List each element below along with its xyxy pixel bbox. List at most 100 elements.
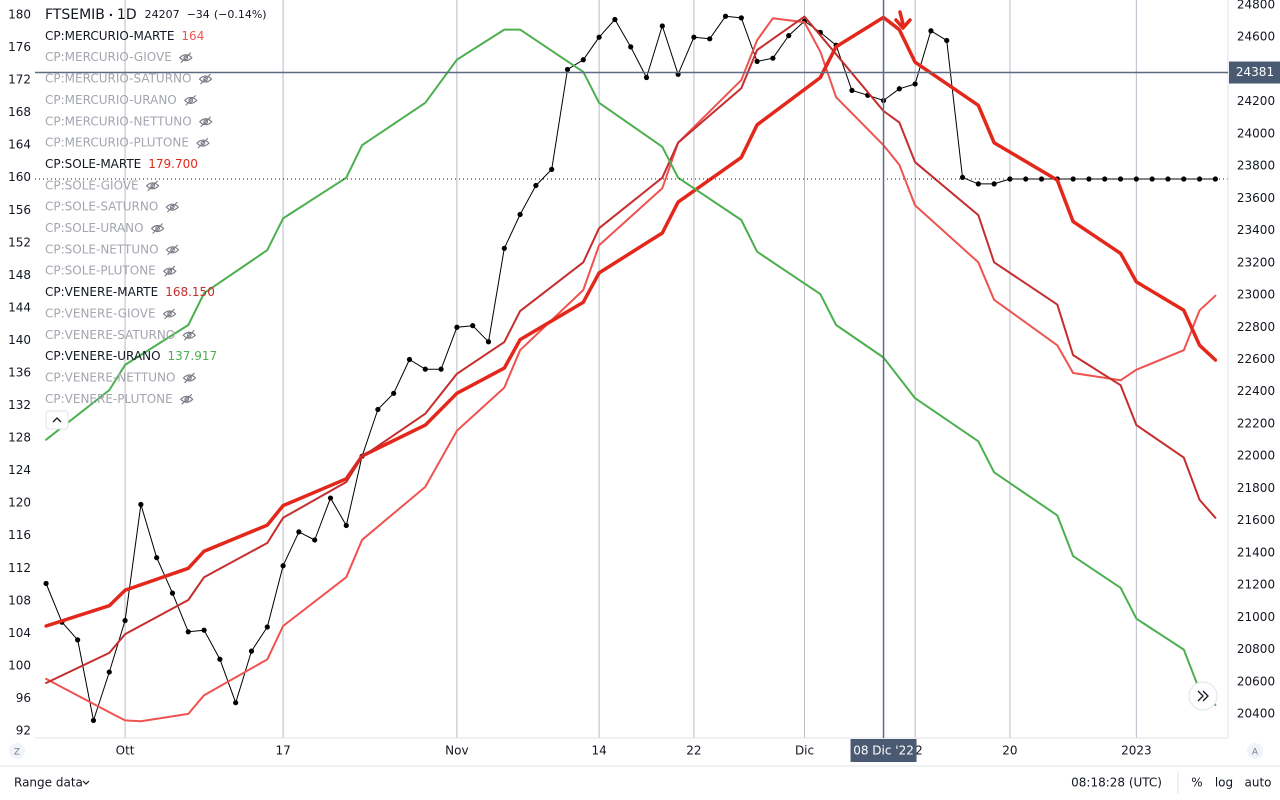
legend-entry[interactable]: CP:SOLE-URANO: [45, 221, 144, 235]
visibility-icon-slash[interactable]: [200, 116, 212, 128]
visibility-icon-pupil[interactable]: [155, 226, 160, 231]
legend-entry[interactable]: CP:VENERE-PLUTONE: [45, 392, 173, 406]
series-point: [612, 16, 618, 23]
collapse-button-box[interactable]: [45, 410, 69, 430]
visibility-icon-pupil[interactable]: [150, 183, 155, 189]
series-point: [959, 174, 966, 181]
legend-entry[interactable]: CP:MERCURIO-PLUTONE: [45, 136, 189, 150]
corner-right-label[interactable]: A: [1252, 748, 1259, 758]
legend-entry[interactable]: CP:MERCURIO-URANO: [45, 93, 177, 107]
auto-button[interactable]: auto: [1244, 776, 1271, 790]
legend-entry[interactable]: CP:VENERE-URANO: [45, 349, 161, 363]
legend-entry[interactable]: CP:VENERE-MARTE: [45, 285, 158, 299]
y2-tick-label: 22400: [1237, 384, 1275, 398]
x-tick-label: 22: [686, 744, 701, 758]
series-point: [485, 339, 492, 345]
series-point: [659, 23, 665, 29]
series-point: [628, 44, 634, 50]
series-point: [327, 495, 334, 501]
visibility-icon-pupil[interactable]: [187, 375, 192, 381]
visibility-icon-slash[interactable]: [185, 95, 197, 106]
legend-entry[interactable]: CP:SOLE-NETTUNO: [45, 242, 159, 256]
y2-tick-label: 22200: [1237, 416, 1275, 430]
series-point: [975, 181, 981, 187]
collapse-button-icon[interactable]: [52, 417, 62, 423]
legend-entry[interactable]: CP:VENERE-GIOVE: [45, 306, 156, 320]
corner-right-button[interactable]: [1247, 743, 1263, 759]
percent-button[interactable]: %: [1191, 776, 1202, 790]
crosshair-y-label-box: [1229, 61, 1280, 84]
y-tick-label: 116: [8, 528, 31, 542]
legend-entry[interactable]: CP:SOLE-MARTE: [45, 157, 141, 171]
visibility-icon-slash[interactable]: [164, 308, 175, 320]
series-point: [375, 406, 381, 413]
visibility-icon-slash[interactable]: [164, 265, 176, 277]
visibility-icon-pupil[interactable]: [183, 55, 189, 61]
visibility-icon-pupil[interactable]: [184, 396, 190, 402]
y-tick-label: 148: [8, 268, 31, 282]
legend-entry[interactable]: CP:SOLE-PLUTONE: [45, 264, 156, 278]
legend-entry[interactable]: CP:MERCURIO-NETTUNO: [45, 114, 192, 128]
legend-entry[interactable]: CP:VENERE-SATURNO: [45, 328, 175, 342]
crosshair-y-label: 24381: [1236, 65, 1274, 79]
visibility-icon-slash[interactable]: [167, 244, 178, 256]
series-point: [944, 37, 950, 44]
legend-entry[interactable]: CP:VENERE-NETTUNO: [45, 370, 175, 384]
visibility-icon-slash[interactable]: [181, 393, 193, 405]
visibility-icon-slash[interactable]: [184, 372, 195, 384]
series-point: [90, 717, 97, 724]
visibility-icon-pupil[interactable]: [203, 76, 208, 82]
y2-tick-label: 22600: [1237, 352, 1275, 366]
visibility-icon-pupil[interactable]: [186, 332, 192, 338]
series-point: [1133, 176, 1139, 182]
visibility-icon-pupil[interactable]: [167, 268, 173, 274]
series-point: [754, 58, 760, 64]
legend-entry[interactable]: CP:MERCURIO-GIOVE: [45, 50, 172, 64]
visibility-icon-pupil[interactable]: [188, 98, 194, 103]
scroll-right-button[interactable]: [1188, 681, 1218, 711]
visibility-icon-slash[interactable]: [180, 52, 192, 64]
x-tick-label: 17: [275, 744, 290, 758]
y-tick-label: 128: [8, 431, 31, 445]
visibility-icon-pupil[interactable]: [200, 140, 206, 146]
y-tick-label: 180: [8, 7, 31, 21]
visibility-icon-slash[interactable]: [152, 223, 163, 234]
legend-entry[interactable]: CP:MERCURIO-SATURNO: [45, 72, 191, 86]
series-point: [438, 366, 444, 372]
series-layer: [35, 13, 1228, 724]
y-tick-label: 124: [8, 463, 31, 477]
series-point: [896, 86, 902, 92]
visibility-icon-slash[interactable]: [183, 329, 195, 341]
legend-entry[interactable]: CP:MERCURIO-MARTE: [45, 29, 174, 43]
collapse-legend-button[interactable]: [45, 410, 69, 430]
y2-tick-label: 23400: [1237, 223, 1275, 237]
range-button[interactable]: Range data: [14, 776, 83, 790]
legend-entry[interactable]: CP:SOLE-SATURNO: [45, 200, 158, 214]
scroll-right-icon[interactable]: [1197, 690, 1209, 702]
last-value: 24207: [145, 8, 180, 21]
series-point: [233, 700, 239, 706]
series-point: [991, 181, 997, 187]
corner-left-label[interactable]: Z: [14, 748, 20, 758]
series-point: [422, 366, 428, 372]
legend-entry[interactable]: CP:SOLE-GIOVE: [45, 178, 139, 192]
visibility-icon-slash[interactable]: [197, 137, 209, 149]
series-point: [169, 590, 176, 596]
range-chevron[interactable]: [82, 780, 90, 785]
visibility-icon-pupil[interactable]: [167, 311, 172, 317]
visibility-icon-slash[interactable]: [200, 73, 211, 85]
visibility-icon-pupil[interactable]: [203, 119, 209, 125]
y-tick-label: 132: [8, 398, 31, 412]
y-tick-label: 112: [8, 561, 31, 575]
visibility-icon-slash[interactable]: [147, 180, 159, 192]
visibility-icon-slash[interactable]: [166, 201, 178, 213]
corner-left-button[interactable]: [9, 743, 25, 759]
visibility-icon-pupil[interactable]: [169, 204, 175, 210]
log-button[interactable]: log: [1215, 776, 1233, 790]
series-point: [928, 28, 934, 34]
y2-tick-label: 21400: [1237, 545, 1275, 559]
visibility-icon-pupil[interactable]: [170, 247, 175, 253]
series-point: [391, 390, 397, 396]
